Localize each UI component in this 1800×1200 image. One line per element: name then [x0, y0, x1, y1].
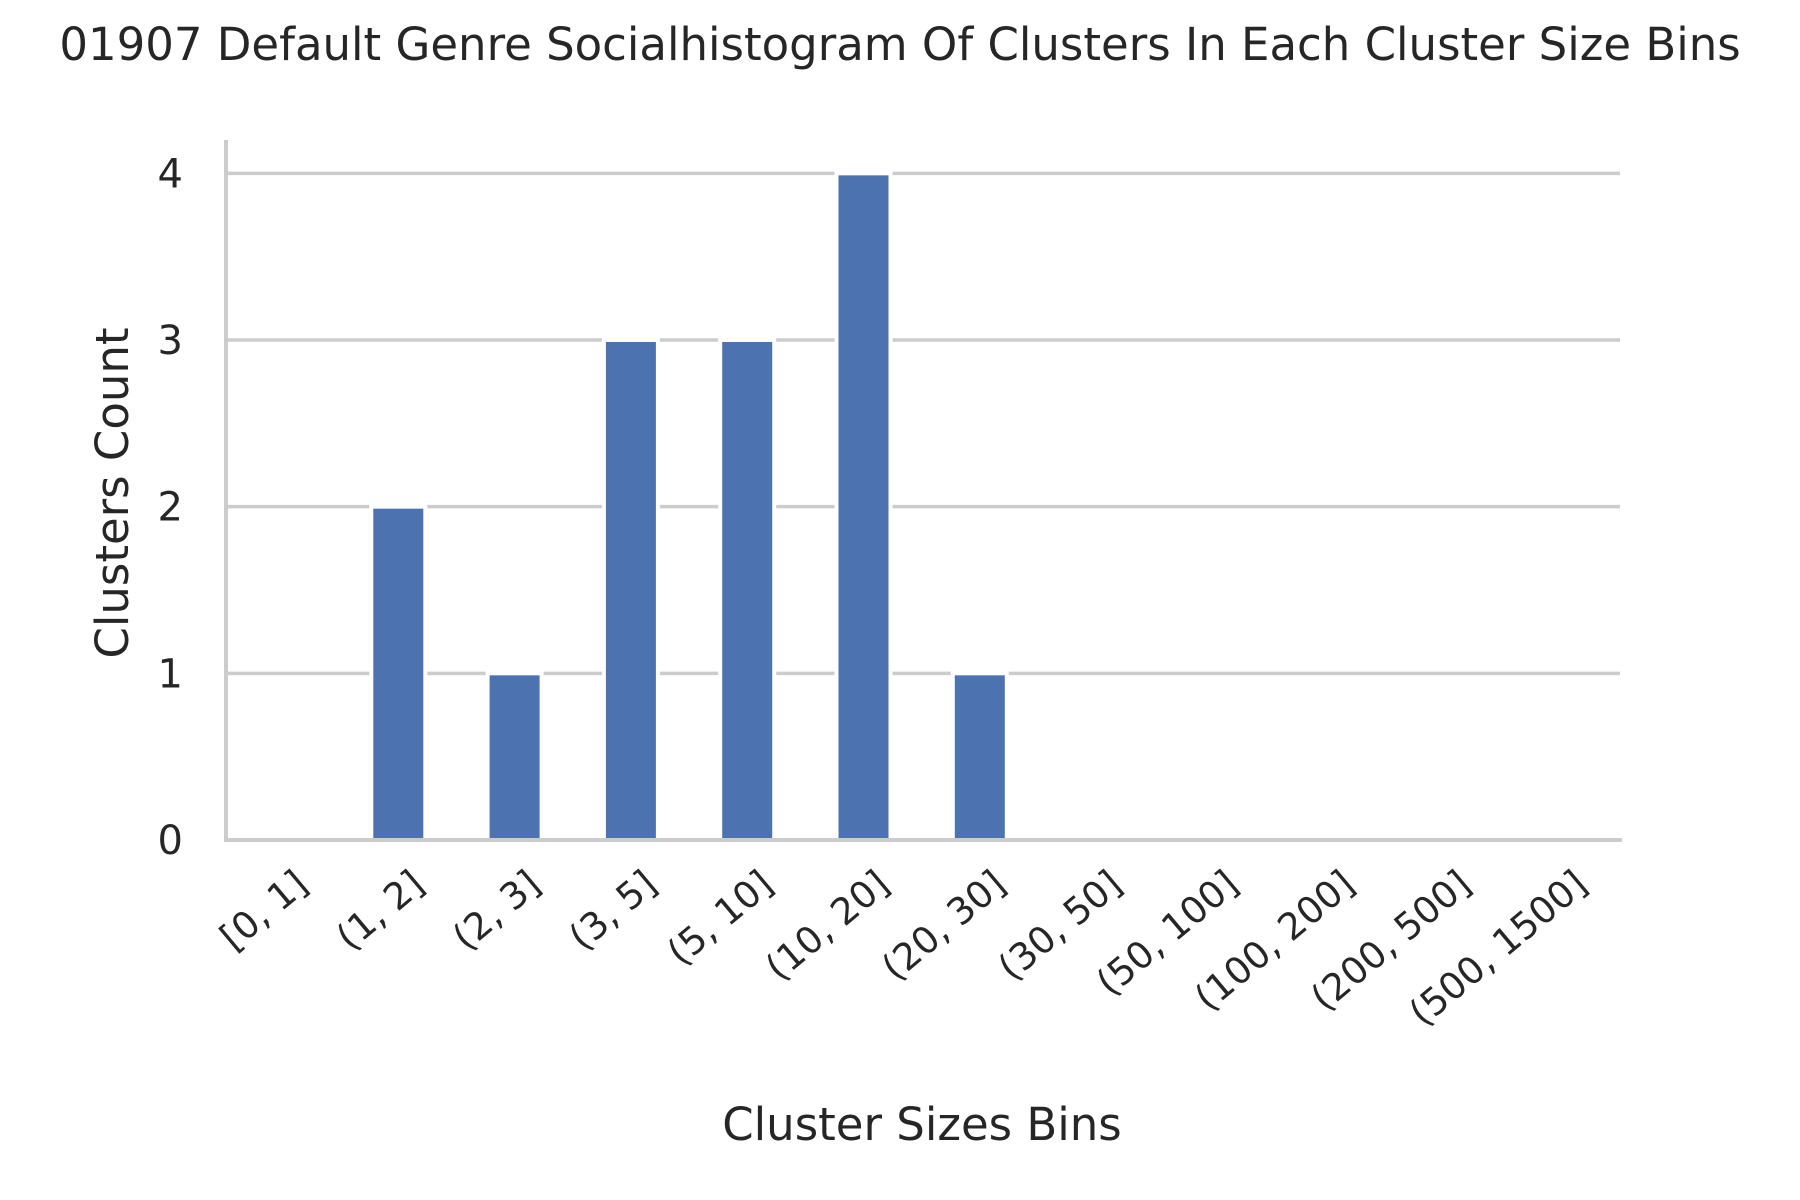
y-tick-label: 4 [158, 151, 183, 197]
y-tick-label: 0 [158, 818, 183, 864]
bar-6 [950, 671, 1009, 842]
bar-1 [369, 504, 428, 842]
y-tick-label: 1 [158, 651, 183, 697]
x-tick-label: (20, 30] [874, 862, 1014, 989]
chart-title: 01907 Default Genre Socialhistogram Of C… [59, 18, 1740, 71]
bar-2 [485, 671, 544, 842]
y-axis-label: Clusters Count [86, 327, 139, 658]
bar-5 [834, 171, 893, 843]
bar-3 [601, 338, 660, 842]
bar-4 [718, 338, 777, 842]
x-tick-label: (1, 2] [328, 862, 432, 959]
y-tick-label: 2 [158, 485, 183, 531]
x-tick-label: [0, 1] [212, 862, 316, 959]
y-tick-label: 3 [158, 318, 183, 364]
gridlines [226, 171, 1620, 676]
x-tick-label: (2, 3] [445, 862, 549, 959]
axes [224, 140, 1622, 842]
x-tick-label: (10, 20] [757, 862, 897, 989]
x-axis-label: Cluster Sizes Bins [722, 1098, 1122, 1151]
x-tick-label: (3, 5] [561, 862, 665, 959]
x-tick-labels: [0, 1] (1, 2] (2, 3] (3, 5](5, 10](10, 20](… [212, 862, 1595, 1035]
y-tick-labels: 0 1 2 3 4 [158, 151, 183, 864]
